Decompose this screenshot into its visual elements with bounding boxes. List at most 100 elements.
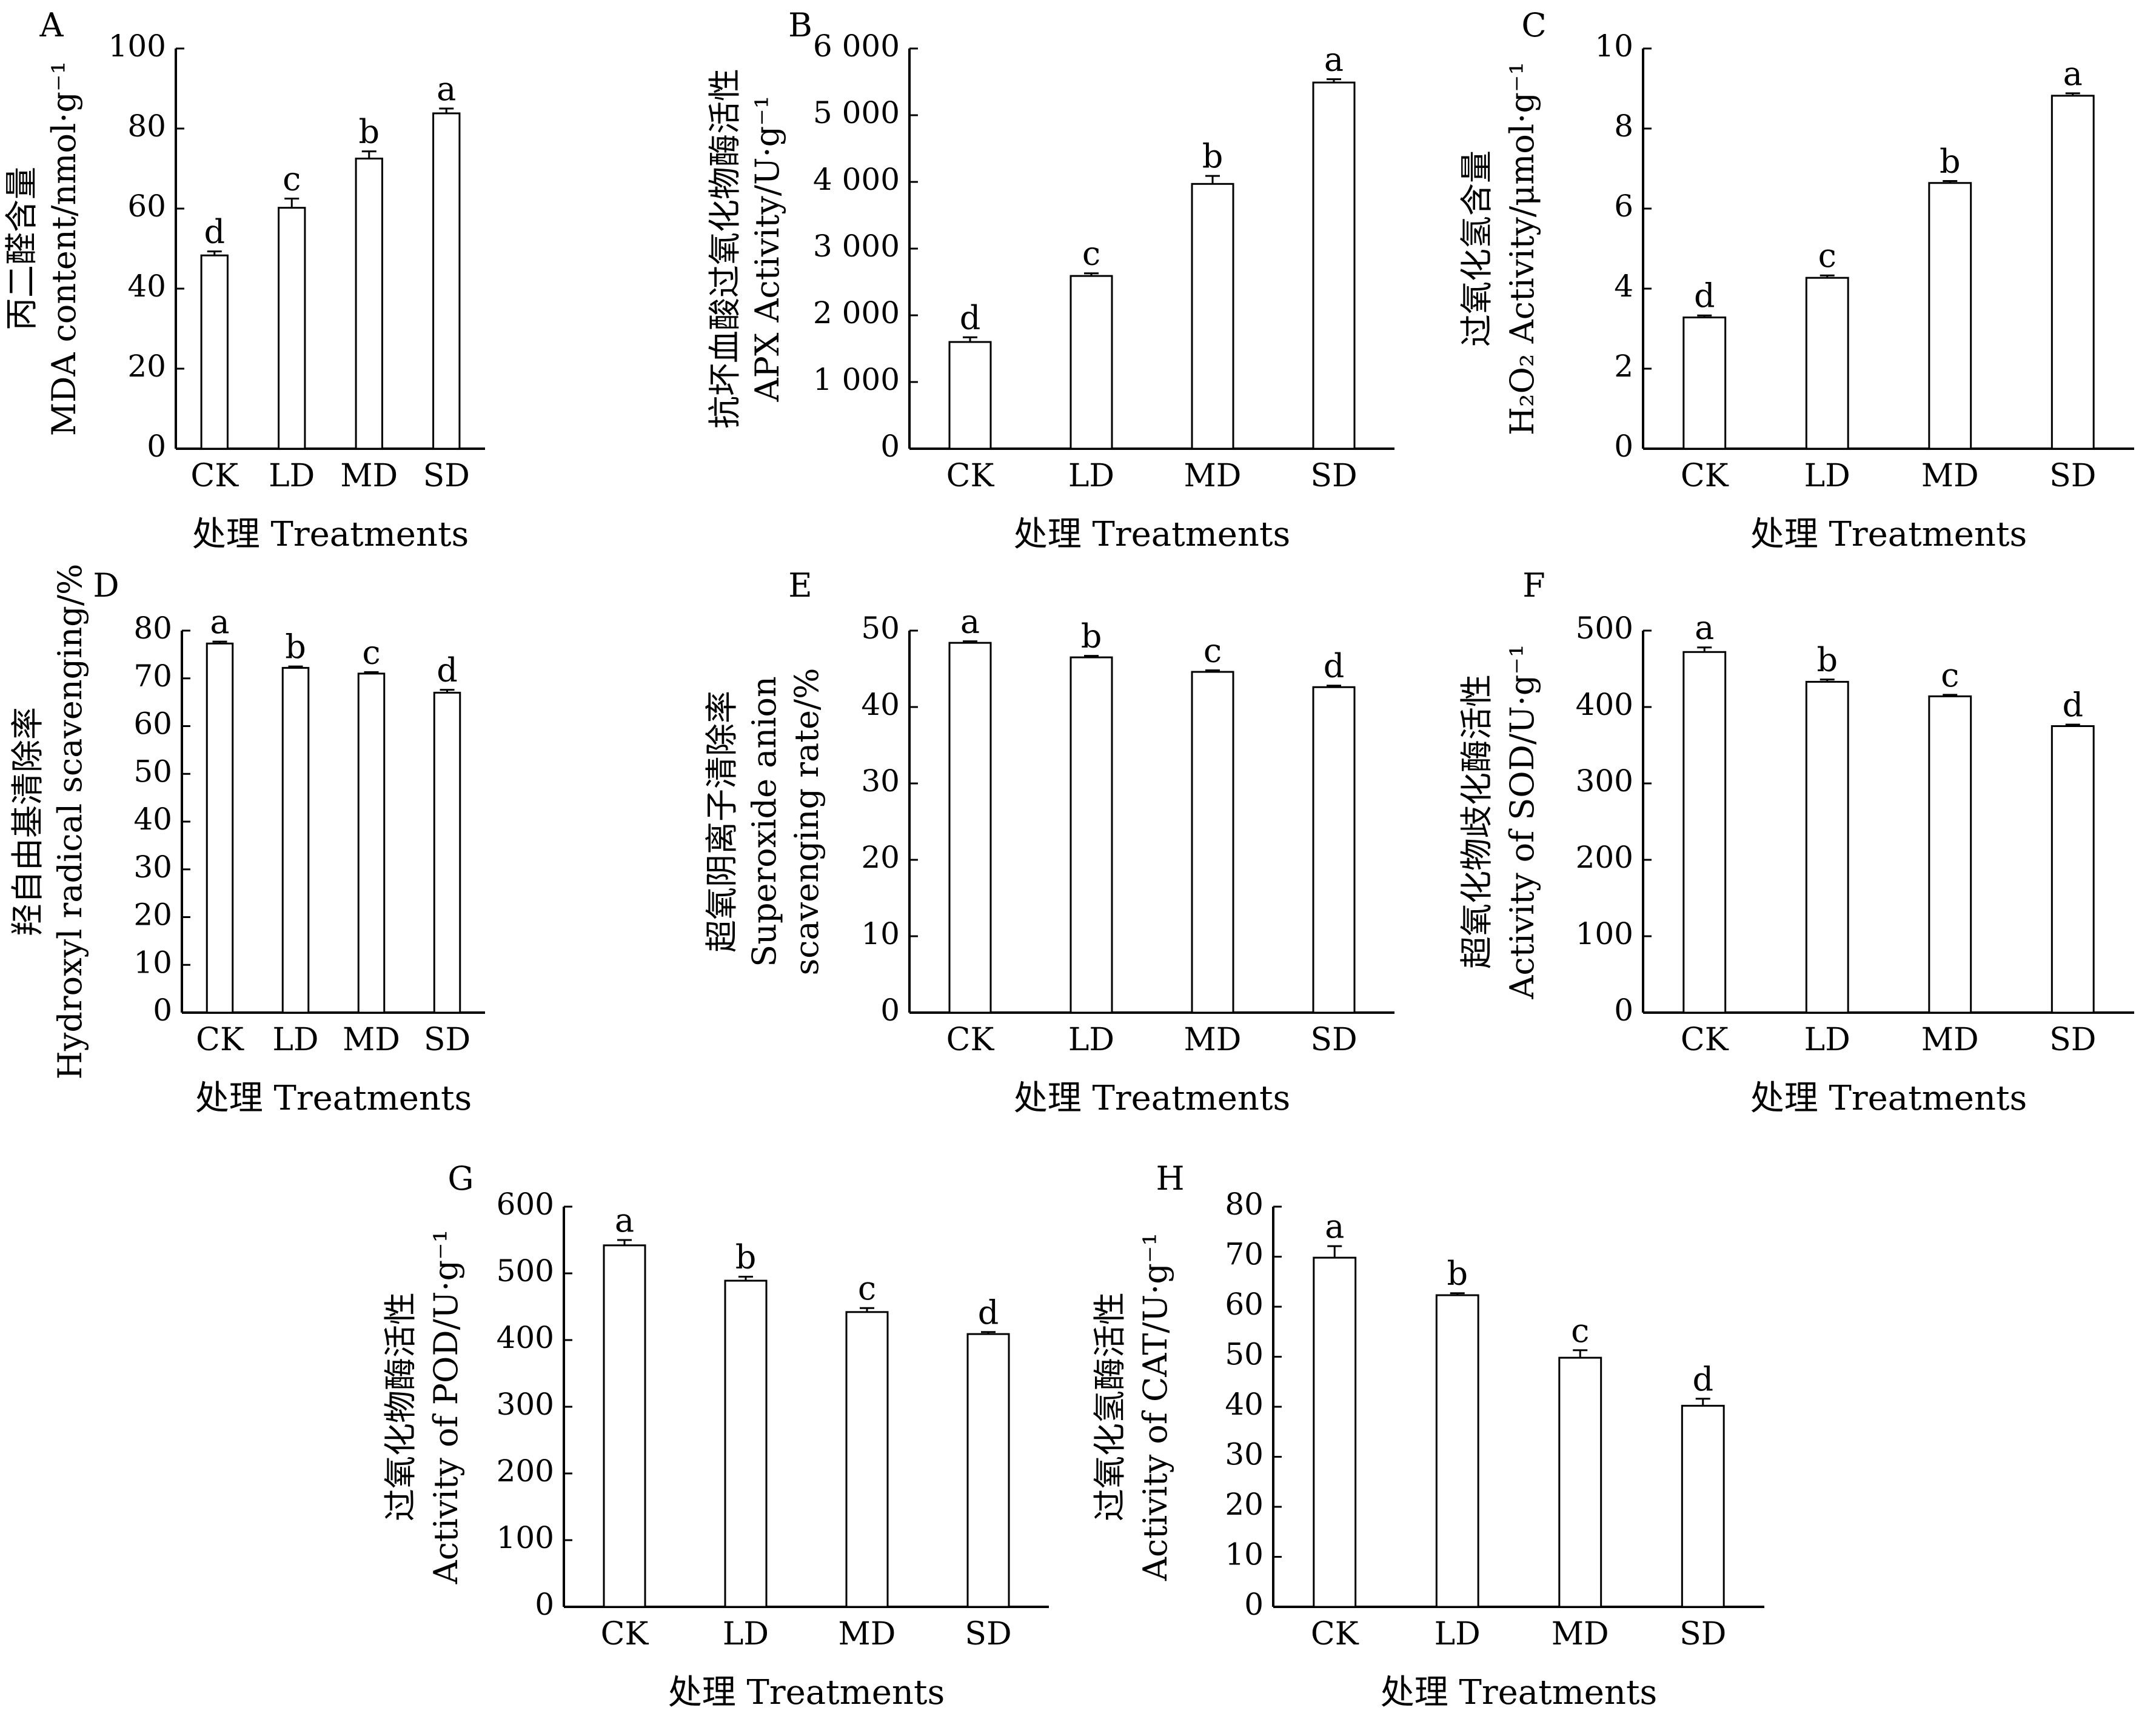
y-tick-label: 400 <box>497 1320 554 1355</box>
x-axis-label: 处理 Treatments <box>1014 515 1291 554</box>
y-tick-label: 1 000 <box>813 362 900 397</box>
y-tick-label: 40 <box>127 269 166 304</box>
bar-sd <box>432 112 461 450</box>
bar-ck <box>200 254 229 450</box>
x-tick-label: LD <box>1068 458 1114 494</box>
significance-label: c <box>1204 632 1222 670</box>
y-axis-label: scavenging rate/% <box>788 668 826 976</box>
x-tick-label: CK <box>946 458 995 494</box>
y-tick-label: 30 <box>861 763 900 799</box>
y-axis-label: Activity of POD/U·g⁻¹ <box>427 1230 465 1585</box>
y-tick-label: 0 <box>147 429 166 464</box>
y-tick-label: 8 <box>1614 109 1633 144</box>
y-tick-label: 200 <box>497 1453 554 1489</box>
x-tick-label: LD <box>1068 1022 1114 1058</box>
y-tick-label: 2 000 <box>813 295 900 330</box>
chart-panel-f: F 0 100 200 300 400 500 a CK b LD c MD d SD 处理 Treatmen… <box>1458 566 2134 1118</box>
y-tick-label: 40 <box>133 802 172 837</box>
y-tick-label: 10 <box>133 945 172 980</box>
significance-label: a <box>615 1201 634 1239</box>
x-tick-label: CK <box>1681 458 1729 494</box>
x-tick-label: LD <box>1435 1616 1481 1652</box>
y-tick-label: 0 <box>880 993 900 1028</box>
chart-panel-e: E 0 10 20 30 40 50 a CK b LD c MD d SD 处理 Treatments 超氧阴… <box>703 566 1394 1118</box>
y-axis-label: 过氧化物酶活性 <box>381 1292 420 1521</box>
x-tick-label: MD <box>1184 1022 1242 1058</box>
panel-label: D <box>93 566 119 605</box>
bar-ld <box>1070 656 1113 1014</box>
bar-ld <box>1805 680 1849 1014</box>
y-tick-label: 100 <box>109 28 166 64</box>
y-axis-label: 超氧化物歧化酶活性 <box>1458 674 1496 969</box>
y-tick-label: 100 <box>1576 916 1633 951</box>
y-tick-label: 4 000 <box>813 162 900 197</box>
significance-label: d <box>437 651 458 689</box>
y-tick-label: 80 <box>133 611 172 646</box>
y-tick-label: 40 <box>1225 1387 1264 1422</box>
y-tick-label: 10 <box>1225 1537 1264 1572</box>
bar-sd <box>2051 95 2095 450</box>
x-tick-label: SD <box>1310 458 1357 494</box>
y-tick-label: 50 <box>861 611 900 646</box>
y-tick-label: 10 <box>1595 28 1633 64</box>
x-tick-label: CK <box>190 458 239 494</box>
significance-label: c <box>1941 656 1959 694</box>
y-tick-label: 0 <box>880 429 900 464</box>
x-tick-label: SD <box>423 458 470 494</box>
bar-sd <box>966 1333 1010 1608</box>
x-tick-label: MD <box>839 1616 896 1652</box>
significance-label: a <box>437 70 456 108</box>
bar-ld <box>1070 275 1113 450</box>
y-tick-label: 300 <box>1576 763 1633 799</box>
y-tick-label: 10 <box>861 916 900 951</box>
y-tick-label: 400 <box>1576 687 1633 722</box>
y-tick-label: 0 <box>1244 1587 1264 1622</box>
significance-label: b <box>1081 617 1102 655</box>
bar-md <box>845 1311 889 1608</box>
bar-ck <box>1682 651 1727 1014</box>
x-tick-label: CK <box>946 1022 995 1058</box>
bar-ld <box>281 666 310 1014</box>
x-tick-label: LD <box>723 1616 769 1652</box>
x-tick-label: SD <box>424 1022 470 1058</box>
significance-label: b <box>1940 142 1961 180</box>
y-tick-label: 0 <box>153 993 172 1028</box>
bar-sd <box>2051 725 2095 1014</box>
x-axis-label: 处理 Treatments <box>1750 1079 2027 1118</box>
y-tick-label: 2 <box>1614 349 1633 384</box>
panel-label: G <box>447 1159 474 1198</box>
y-tick-label: 100 <box>497 1520 554 1555</box>
y-tick-label: 3 000 <box>813 229 900 264</box>
panel-label: E <box>788 566 812 605</box>
x-tick-label: LD <box>1804 1022 1850 1058</box>
x-tick-label: MD <box>1552 1616 1609 1652</box>
significance-label: d <box>204 213 225 251</box>
significance-label: d <box>2062 686 2083 724</box>
y-tick-label: 20 <box>127 349 166 384</box>
y-axis-label: Activity of CAT/U·g⁻¹ <box>1136 1233 1174 1581</box>
significance-label: a <box>960 603 980 641</box>
x-tick-label: CK <box>1681 1022 1729 1058</box>
y-tick-label: 20 <box>133 897 172 933</box>
y-axis-label: 抗坏血酸过氧化物酶活性 <box>706 69 744 429</box>
significance-label: b <box>358 113 380 151</box>
y-tick-label: 40 <box>861 687 900 722</box>
x-axis-label: 处理 Treatments <box>1750 515 2027 554</box>
significance-label: c <box>1082 235 1100 273</box>
y-tick-label: 6 <box>1614 189 1633 224</box>
x-axis-label: 处理 Treatments <box>1014 1079 1291 1118</box>
bar-ck <box>948 642 992 1014</box>
panel-label: C <box>1521 6 1546 44</box>
significance-label: d <box>1324 647 1345 685</box>
chart-panel-a: A 0 20 40 60 80 100 d CK c LD b MD a SD 处理 Treatments 丙二… <box>2 6 485 554</box>
x-tick-label: LD <box>1804 458 1850 494</box>
y-tick-label: 80 <box>127 109 166 144</box>
significance-label: d <box>978 1293 999 1332</box>
bar-ck <box>206 642 234 1014</box>
y-tick-label: 30 <box>1225 1437 1264 1472</box>
bar-md <box>1558 1356 1602 1608</box>
x-tick-label: CK <box>1311 1616 1359 1652</box>
y-axis-label: 羟自由基清除率 <box>8 707 47 936</box>
x-axis-label: 处理 Treatments <box>192 515 469 554</box>
